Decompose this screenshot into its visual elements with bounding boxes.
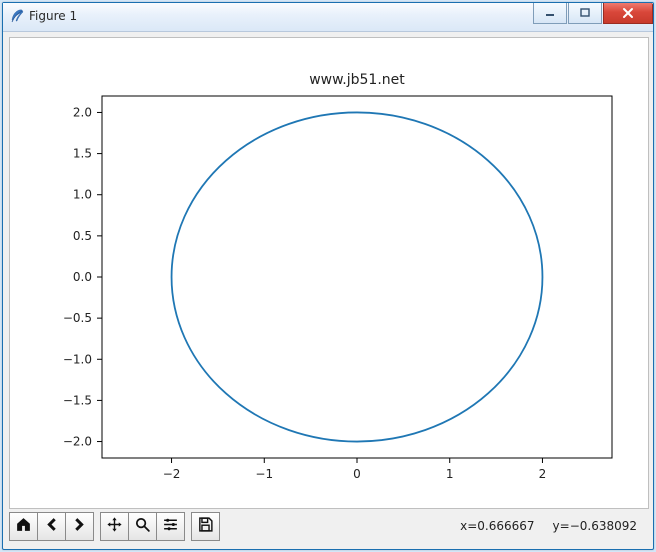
- pan-icon: [106, 516, 123, 537]
- cursor-coordinates: x=0.666667 y=−0.638092: [460, 519, 637, 533]
- x-tick-label: 0: [353, 467, 361, 481]
- toolbar: x=0.666667 y=−0.638092: [9, 509, 647, 543]
- y-tick-label: −2.0: [63, 435, 92, 449]
- forward-icon: [71, 516, 88, 537]
- y-tick-label: −1.5: [63, 393, 92, 407]
- home-button[interactable]: [9, 512, 38, 541]
- chart-title: www.jb51.net: [309, 72, 405, 88]
- maximize-button[interactable]: [568, 3, 602, 24]
- x-tick-label: −1: [255, 467, 273, 481]
- y-tick-label: 1.5: [73, 147, 92, 161]
- y-tick-label: 1.0: [73, 188, 92, 202]
- coord-x: x=0.666667: [460, 519, 534, 533]
- zoom-button[interactable]: [128, 512, 157, 541]
- zoom-icon: [134, 516, 151, 537]
- save-button[interactable]: [191, 512, 220, 541]
- feather-icon: [9, 8, 25, 24]
- x-tick-label: 1: [446, 467, 454, 481]
- window-title: Figure 1: [29, 9, 77, 23]
- minimize-button[interactable]: [533, 3, 567, 24]
- x-tick-label: 2: [539, 467, 547, 481]
- configure-button[interactable]: [156, 512, 185, 541]
- y-tick-label: 0.0: [73, 270, 92, 284]
- plot: www.jb51.net −2 −1 0 1 2 −2.0 −1.5 −1.0 −0.5 0.0 0.…: [10, 38, 648, 508]
- x-tick-label: −2: [163, 467, 181, 481]
- y-tick-label: 0.5: [73, 229, 92, 243]
- close-button[interactable]: [603, 3, 653, 24]
- pan-button[interactable]: [100, 512, 129, 541]
- titlebar[interactable]: Figure 1: [3, 3, 653, 32]
- axes-frame: [102, 96, 612, 458]
- save-icon: [197, 516, 214, 537]
- app-window: Figure 1 www.jb51.net −2 −1 0 1 2 −2.0 −1.5 −1.0…: [2, 2, 654, 550]
- figure-canvas[interactable]: www.jb51.net −2 −1 0 1 2 −2.0 −1.5 −1.0 −0.5 0.0 0.…: [9, 37, 649, 509]
- y-tick-label: −1.0: [63, 352, 92, 366]
- configure-icon: [162, 516, 179, 537]
- back-icon: [43, 516, 60, 537]
- y-tick-label: −0.5: [63, 311, 92, 325]
- forward-button[interactable]: [65, 512, 94, 541]
- home-icon: [15, 516, 32, 537]
- coord-y: y=−0.638092: [553, 519, 637, 533]
- window-controls: [532, 3, 653, 23]
- back-button[interactable]: [37, 512, 66, 541]
- y-tick-label: 2.0: [73, 105, 92, 119]
